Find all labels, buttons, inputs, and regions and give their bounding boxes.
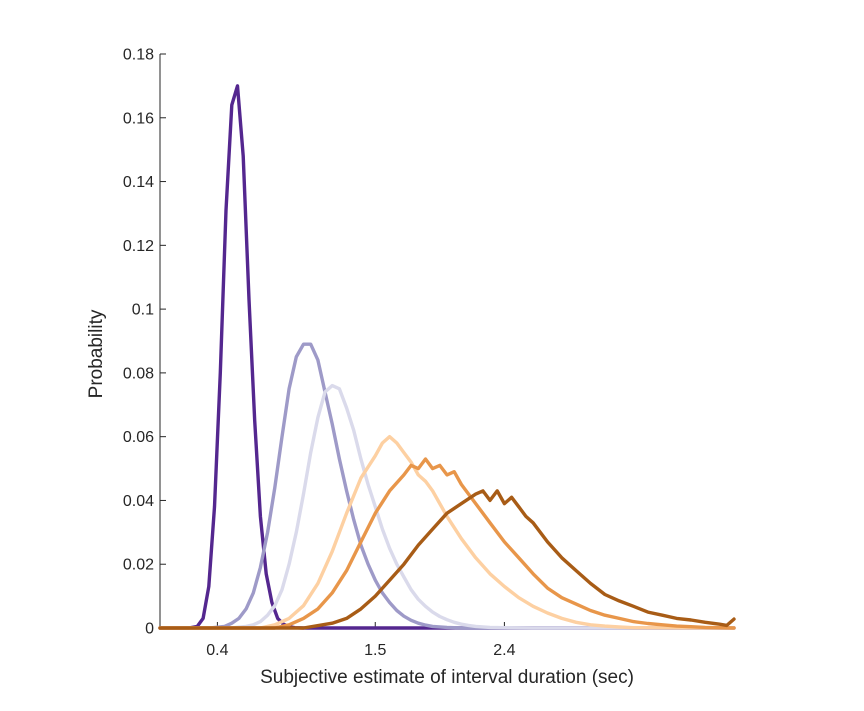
x-tick-label: 0.4 xyxy=(206,642,228,659)
x-tick-label: 1.5 xyxy=(364,642,386,659)
series-line-5 xyxy=(158,457,736,630)
y-tick-label: 0 xyxy=(145,621,154,638)
series-line-1 xyxy=(158,84,736,630)
x-tick-label: 2.4 xyxy=(493,642,515,659)
y-tick-label: 0.14 xyxy=(123,174,154,191)
y-tick-label: 0.12 xyxy=(123,238,154,255)
series-line-4 xyxy=(158,435,736,630)
y-tick-label: 0.06 xyxy=(123,429,154,446)
axes: 0 0.02 0.04 0.06 0.08 0.1 0.12 0.14 0.16 0.18 0.4 1… xyxy=(123,47,734,659)
y-tick-label: 0.18 xyxy=(123,47,154,64)
y-tick-label: 0.08 xyxy=(123,365,154,382)
series-line-3 xyxy=(158,383,736,630)
y-axis-label: Probability xyxy=(86,309,107,398)
y-tick-label: 0.1 xyxy=(132,302,154,319)
series-line-2 xyxy=(158,342,736,630)
y-tick-label: 0.16 xyxy=(123,110,154,127)
series-group xyxy=(158,84,736,630)
y-tick-label: 0.02 xyxy=(123,557,154,574)
y-tick-label: 0.04 xyxy=(123,493,154,510)
series-line-6 xyxy=(158,489,736,630)
x-axis-label: Subjective estimate of interval duration… xyxy=(260,667,634,688)
